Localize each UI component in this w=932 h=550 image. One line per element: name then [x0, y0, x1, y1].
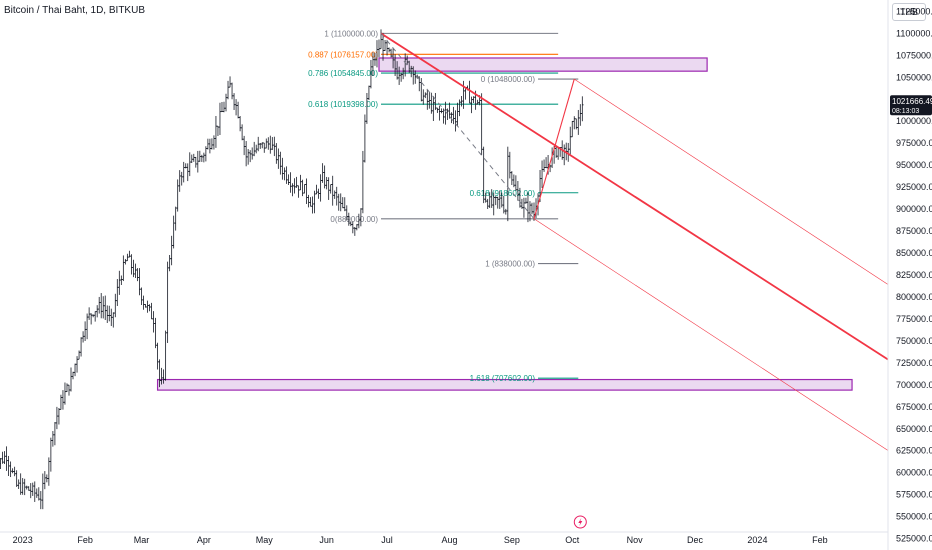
y-tick-label: 600000.00 — [896, 468, 932, 478]
x-tick-label: 2023 — [13, 535, 33, 545]
fib-layer: 1 (1100000.00) 0.887 (1076157.00) 0.786 (1… — [308, 29, 579, 383]
y-tick-label: 925000.00 — [896, 182, 932, 192]
y-tick-label: 650000.00 — [896, 424, 932, 434]
y-tick-label: 1125000.00 — [896, 6, 932, 16]
lower-channel-line — [533, 218, 889, 451]
fib-level-label: 0.887 (1076157.00) — [308, 50, 378, 59]
supply-zone — [378, 57, 708, 72]
x-tick-label: Feb — [77, 535, 93, 545]
price-badge-bg — [890, 95, 932, 116]
supply-zone — [156, 378, 853, 391]
y-tick-label: 675000.00 — [896, 402, 932, 412]
fib-level-label: 0.618 (1019398.00) — [308, 100, 378, 109]
x-tick-label: Dec — [687, 535, 704, 545]
x-tick-label: Apr — [197, 535, 211, 545]
x-tick-label: Jul — [381, 535, 393, 545]
fib-ext-label: 0.618 (918602.00) — [470, 189, 536, 198]
y-tick-label: 575000.00 — [896, 490, 932, 500]
y-tick-label: 700000.00 — [896, 380, 932, 390]
y-tick-label: 1100000.00 — [896, 28, 932, 38]
y-tick-label: 725000.00 — [896, 358, 932, 368]
y-tick-label: 750000.00 — [896, 336, 932, 346]
y-tick-label: 1050000.00 — [896, 72, 932, 82]
fib-ext-label: 1.618 (707602.00) — [470, 374, 536, 383]
y-tick-label: 1000000.00 — [896, 116, 932, 126]
fib-ext-label: 1 (838000.00) — [485, 260, 535, 269]
x-tick-label: Sep — [504, 535, 520, 545]
current-price-label: 1021666.49 — [892, 97, 932, 106]
y-tick-label: 1075000.00 — [896, 50, 932, 60]
impulse-leg-line — [533, 78, 575, 219]
y-tick-label: 550000.00 — [896, 512, 932, 522]
x-tick-label: Aug — [441, 535, 457, 545]
fib-level-label: 0.786 (1054845.00) — [308, 69, 378, 78]
x-tick-label: May — [256, 535, 274, 545]
y-tick-label: 975000.00 — [896, 138, 932, 148]
y-tick-label: 525000.00 — [896, 534, 932, 544]
fib-ext-label: 0 (1048000.00) — [481, 75, 536, 84]
y-tick-label: 775000.00 — [896, 314, 932, 324]
trendlines-layer — [380, 32, 889, 529]
currency-selector[interactable]: THB — [892, 3, 926, 21]
x-tick-label: 2024 — [747, 535, 767, 545]
y-tick-label: 850000.00 — [896, 248, 932, 258]
y-tick-label: 950000.00 — [896, 160, 932, 170]
bolt-glyph — [578, 518, 583, 526]
y-tick-label: 800000.00 — [896, 292, 932, 302]
candles-layer — [0, 29, 584, 510]
upper-channel-line — [574, 78, 889, 285]
y-tick-label: 875000.00 — [896, 226, 932, 236]
swing-dashed-line — [380, 33, 535, 220]
bar-countdown-label: 08:13:03 — [892, 108, 919, 115]
fib-level-label: 1 (1100000.00) — [324, 29, 378, 38]
x-tick-label: Jun — [319, 535, 334, 545]
price-badge: 1021666.49 08:13:03 — [890, 95, 932, 116]
x-tick-label: Feb — [812, 535, 828, 545]
x-tick-label: Mar — [134, 535, 150, 545]
main-trendline — [380, 32, 889, 361]
fib-level-label: 0(889000.00) — [330, 215, 378, 224]
chart-title: Bitcoin / Thai Baht, 1D, BITKUB — [4, 5, 145, 16]
x-tick-label: Oct — [565, 535, 580, 545]
y-tick-label: 625000.00 — [896, 446, 932, 456]
zones-layer — [156, 57, 853, 391]
y-tick-label: 825000.00 — [896, 270, 932, 280]
x-tick-label: Nov — [627, 535, 644, 545]
y-tick-label: 900000.00 — [896, 204, 932, 214]
